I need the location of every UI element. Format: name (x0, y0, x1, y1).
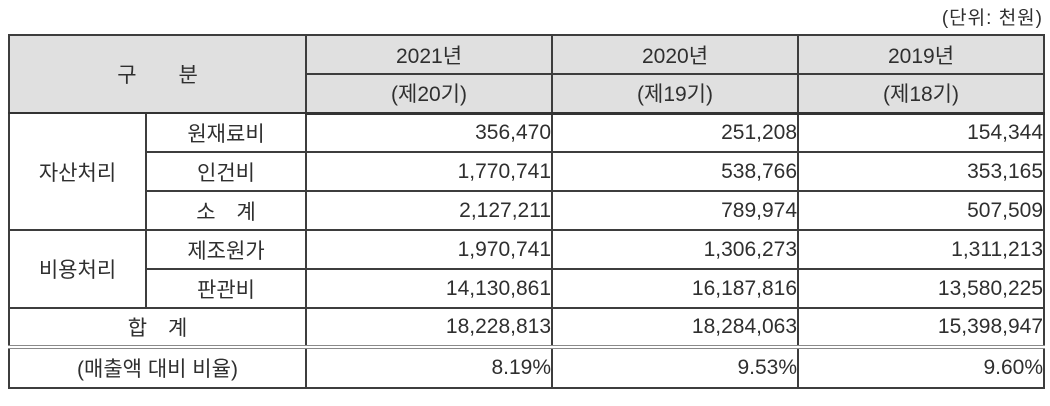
row-sales-ratio: (매출액 대비 비율) 8.19% 9.53% 9.60% (7, 345, 1046, 389)
label-labor-cost: 인건비 (144, 151, 308, 192)
label-manufacturing-cost: 제조원가 (144, 229, 308, 270)
raw-material-2019: 154,344 (797, 112, 1046, 153)
raw-material-2021: 356,470 (305, 112, 554, 153)
row-raw-material-cost: 자산처리 원재료비 356,470 251,208 154,344 (8, 112, 1046, 231)
subtotal-2019: 507,509 (797, 190, 1046, 231)
total-2019: 15,398,947 (797, 307, 1046, 348)
row-labor-cost: 인건비 1,770,741 538,766 353,165 (9, 151, 1046, 192)
sga-2021: 14,130,861 (305, 268, 554, 309)
cost-breakdown-table: 구 분 2021년 2020년 2019년 (제20기) (제19기) (제18… (7, 34, 1046, 389)
total-2020: 18,284,063 (551, 307, 800, 348)
label-sga-cost: 판관비 (144, 268, 308, 309)
ratio-2021: 8.19% (305, 345, 554, 389)
label-raw-material-cost: 원재료비 (144, 112, 308, 153)
header-period-20: (제20기) (305, 73, 554, 115)
ratio-2019: 9.60% (797, 345, 1046, 389)
labor-2021: 1,770,741 (305, 151, 554, 192)
header-year-2020: 2020년 (551, 34, 800, 75)
header-period-19: (제19기) (551, 73, 800, 115)
manufacturing-2021: 1,970,741 (305, 229, 554, 270)
sga-2020: 16,187,816 (551, 268, 800, 309)
subtotal-2021: 2,127,211 (305, 190, 554, 231)
header-year-2021: 2021년 (305, 34, 554, 75)
label-sales-ratio: (매출액 대비 비율) (7, 345, 308, 389)
unit-label: (단위: 천원) (941, 8, 1043, 29)
labor-2019: 353,165 (797, 151, 1046, 192)
label-subtotal: 소 계 (144, 190, 308, 231)
header-row-periods: (제20기) (제19기) (제18기) (9, 73, 1046, 115)
header-category: 구 분 (7, 34, 308, 114)
header-row-years: 구 분 2021년 2020년 2019년 (7, 34, 1046, 114)
manufacturing-2019: 1,311,213 (797, 229, 1046, 270)
subtotal-2020: 789,974 (551, 190, 800, 231)
group-asset-treatment: 자산처리 (8, 112, 147, 231)
header-year-2019: 2019년 (797, 34, 1046, 75)
ratio-2020: 9.53% (551, 345, 800, 389)
label-total: 합 계 (7, 307, 308, 348)
header-period-18: (제18기) (797, 73, 1046, 115)
row-total: 합 계 18,228,813 18,284,063 15,398,947 (7, 307, 1046, 348)
total-2021: 18,228,813 (305, 307, 554, 348)
labor-2020: 538,766 (551, 151, 800, 192)
row-manufacturing-cost: 비용처리 제조원가 1,970,741 1,306,273 1,311,213 (8, 229, 1046, 309)
group-expense-treatment: 비용처리 (8, 229, 147, 309)
manufacturing-2020: 1,306,273 (551, 229, 800, 270)
sga-2019: 13,580,225 (797, 268, 1046, 309)
row-subtotal: 소 계 2,127,211 789,974 507,509 (9, 190, 1046, 231)
row-sga-cost: 판관비 14,130,861 16,187,816 13,580,225 (9, 268, 1046, 309)
raw-material-2020: 251,208 (551, 112, 800, 153)
